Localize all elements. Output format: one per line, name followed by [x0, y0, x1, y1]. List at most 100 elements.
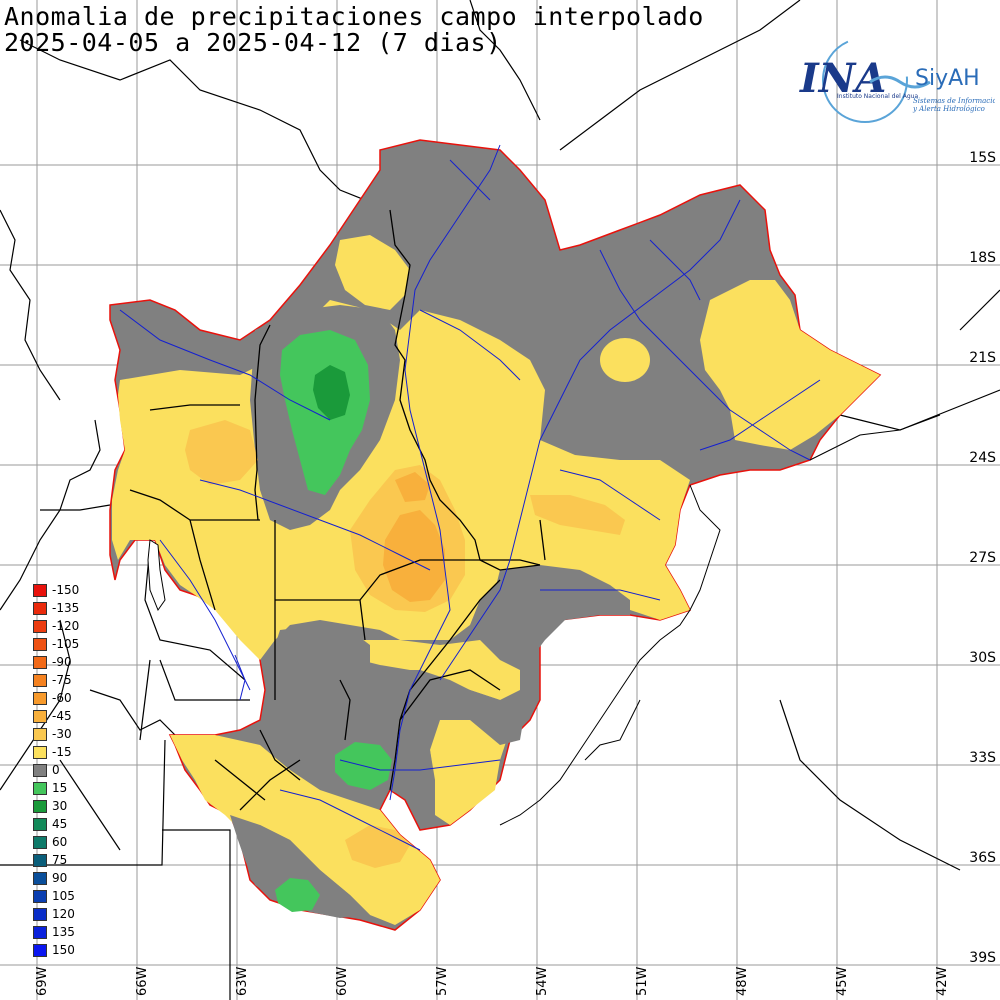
legend-item: 30 — [33, 798, 93, 816]
legend-item: -90 — [33, 654, 93, 672]
zone-yellow-east — [700, 280, 880, 450]
coastline — [499, 414, 941, 826]
legend-label: 135 — [52, 925, 75, 939]
legend-item: 60 — [33, 834, 93, 852]
legend-label: -60 — [52, 691, 72, 705]
legend-swatch — [33, 926, 47, 939]
legend-item: -150 — [33, 582, 93, 600]
legend-item: 105 — [33, 888, 93, 906]
longitude-label: 48W — [735, 966, 750, 996]
legend-label: -75 — [52, 673, 72, 687]
ina-siyah-logo: INA SiyAH Instituto Nacional del Agua Si… — [795, 30, 1000, 130]
logo-sub: SiyAH — [915, 66, 980, 91]
legend-label: 120 — [52, 907, 75, 921]
legend-label: 60 — [52, 835, 68, 849]
legend-swatch — [33, 890, 47, 903]
legend-label: 105 — [52, 889, 75, 903]
legend-label: 0 — [52, 763, 60, 777]
legend-label: 30 — [52, 799, 68, 813]
zone-yellow-central — [360, 640, 520, 700]
legend-swatch — [33, 710, 47, 723]
legend-item: -120 — [33, 618, 93, 636]
legend-label: -150 — [52, 583, 80, 597]
legend-swatch — [33, 818, 47, 831]
legend-label: 75 — [52, 853, 68, 867]
legend-swatch — [33, 836, 47, 849]
logo-brand: INA — [799, 55, 886, 102]
zone-orange-45 — [383, 510, 445, 602]
legend-item: 45 — [33, 816, 93, 834]
legend-swatch — [33, 620, 47, 633]
latitude-label: 30S — [969, 650, 996, 666]
legend-item: -105 — [33, 636, 93, 654]
legend-item: -30 — [33, 726, 93, 744]
legend-swatch — [33, 764, 47, 777]
longitude-label: 57W — [435, 966, 450, 996]
legend-swatch — [33, 872, 47, 885]
legend-swatch — [33, 692, 47, 705]
legend-item: -15 — [33, 744, 93, 762]
legend-swatch — [33, 782, 47, 795]
legend-label: -135 — [52, 601, 80, 615]
latitude-label: 33S — [969, 750, 996, 766]
zone-orange-south — [345, 825, 410, 868]
longitude-label: 60W — [335, 966, 350, 996]
map-title: Anomalia de precipitaciones campo interp… — [4, 2, 704, 31]
zone-green-south — [275, 878, 320, 912]
longitude-label: 63W — [235, 966, 250, 996]
latitude-label: 36S — [969, 850, 996, 866]
legend-label: -45 — [52, 709, 72, 723]
zone-orange-east — [530, 495, 625, 535]
internal-borders — [129, 209, 546, 811]
legend-label: -105 — [52, 637, 80, 651]
legend-label: -90 — [52, 655, 72, 669]
legend-item: 0 — [33, 762, 93, 780]
zone-gray-pampas-south — [230, 815, 370, 918]
legend-item: 15 — [33, 780, 93, 798]
longitude-label: 45W — [835, 966, 850, 996]
legend-item: 135 — [33, 924, 93, 942]
latitude-label: 27S — [969, 550, 996, 566]
legend-item: 90 — [33, 870, 93, 888]
rivers — [119, 144, 821, 851]
legend-swatch — [33, 854, 47, 867]
legend-item: 75 — [33, 852, 93, 870]
latitude-label: 18S — [969, 250, 996, 266]
anomaly-field — [109, 139, 882, 931]
legend-label: 45 — [52, 817, 68, 831]
zone-yellow-east-south — [430, 715, 510, 825]
legend-swatch — [33, 728, 47, 741]
legend-label: -15 — [52, 745, 72, 759]
legend-swatch — [33, 746, 47, 759]
legend-label: 90 — [52, 871, 68, 885]
latitude-label: 15S — [969, 150, 996, 166]
zone-yellow-circle — [600, 338, 650, 382]
logo-org: Instituto Nacional del Agua — [837, 93, 918, 100]
legend-item: -45 — [33, 708, 93, 726]
legend-swatch — [33, 674, 47, 687]
zone-yellow-south — [170, 735, 440, 925]
latitude-label: 21S — [969, 350, 996, 366]
legend-item: 150 — [33, 942, 93, 960]
zone-orange-45-b — [395, 472, 430, 502]
legend-label: -120 — [52, 619, 80, 633]
legend-swatch — [33, 944, 47, 957]
zone-gray-uruguay-river — [490, 565, 630, 660]
legend-swatch — [33, 584, 47, 597]
longitude-label: 69W — [35, 966, 50, 996]
delta-islands — [147, 539, 166, 612]
longitude-label: 51W — [635, 966, 650, 996]
latitude-label: 24S — [969, 450, 996, 466]
zone-orange-chaco — [185, 420, 258, 485]
map-date-range: 2025-04-05 a 2025-04-12 (7 dias) — [4, 28, 502, 57]
longitude-label: 42W — [935, 966, 950, 996]
logo-tagline-2: y Alerta Hidrológico — [912, 105, 985, 113]
legend-item: -135 — [33, 600, 93, 618]
zone-green-30 — [313, 365, 350, 420]
longitude-label: 54W — [535, 966, 550, 996]
legend-swatch — [33, 656, 47, 669]
legend-item: -75 — [33, 672, 93, 690]
legend-item: 120 — [33, 906, 93, 924]
